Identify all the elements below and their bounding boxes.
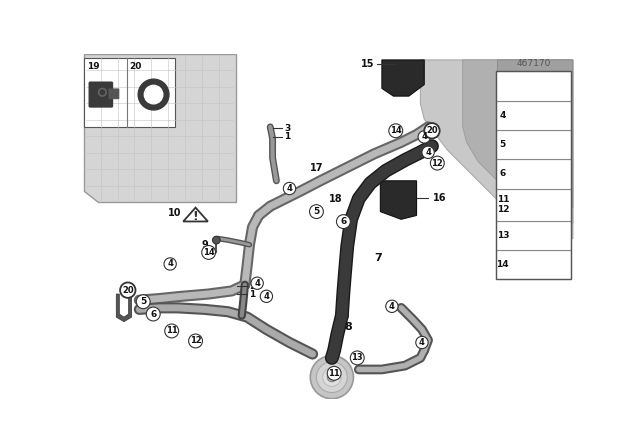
- Circle shape: [418, 131, 431, 143]
- Circle shape: [251, 277, 263, 289]
- Circle shape: [416, 336, 428, 349]
- Text: 3: 3: [284, 124, 291, 133]
- Text: 4: 4: [254, 279, 260, 288]
- Text: 4: 4: [500, 111, 506, 120]
- Polygon shape: [382, 60, 424, 96]
- Text: 4: 4: [389, 302, 395, 311]
- FancyBboxPatch shape: [109, 88, 119, 99]
- Bar: [496, 221, 572, 250]
- Text: 20: 20: [130, 62, 142, 71]
- Polygon shape: [420, 60, 573, 238]
- Circle shape: [147, 307, 160, 321]
- Circle shape: [350, 351, 364, 365]
- Text: 4: 4: [421, 133, 427, 142]
- Text: 9: 9: [202, 240, 209, 250]
- Circle shape: [120, 282, 136, 298]
- Circle shape: [422, 146, 435, 159]
- Text: 4: 4: [419, 338, 425, 347]
- Circle shape: [99, 88, 106, 96]
- Circle shape: [100, 90, 105, 95]
- Circle shape: [136, 295, 150, 309]
- Text: 14: 14: [497, 260, 509, 269]
- Circle shape: [337, 215, 350, 228]
- Circle shape: [389, 124, 403, 138]
- Text: 20: 20: [426, 126, 438, 135]
- Text: 6: 6: [340, 217, 346, 226]
- Circle shape: [145, 85, 163, 104]
- Text: 4: 4: [425, 148, 431, 157]
- Bar: [496, 159, 572, 189]
- Circle shape: [323, 368, 341, 386]
- Circle shape: [310, 356, 353, 399]
- Text: 4: 4: [287, 184, 292, 193]
- Polygon shape: [463, 60, 573, 223]
- Polygon shape: [380, 181, 417, 220]
- Circle shape: [386, 300, 398, 313]
- Text: 10: 10: [168, 208, 182, 218]
- Circle shape: [260, 290, 273, 302]
- Circle shape: [212, 236, 220, 244]
- Bar: [496, 72, 572, 101]
- Text: 1: 1: [284, 133, 291, 142]
- Bar: [496, 250, 572, 280]
- Text: 14: 14: [203, 248, 214, 257]
- Text: 7: 7: [374, 253, 382, 263]
- Circle shape: [189, 334, 202, 348]
- Circle shape: [424, 123, 440, 138]
- Text: 13: 13: [351, 353, 363, 362]
- Text: 12: 12: [189, 336, 202, 345]
- Circle shape: [327, 366, 341, 380]
- Text: 6: 6: [150, 310, 156, 319]
- Text: 19: 19: [87, 62, 100, 71]
- Bar: [496, 130, 572, 159]
- Text: 8: 8: [344, 322, 352, 332]
- Circle shape: [164, 258, 176, 270]
- Text: 2: 2: [250, 282, 256, 291]
- Bar: [84, 58, 175, 127]
- Text: 20: 20: [122, 286, 134, 295]
- Text: 5: 5: [140, 297, 147, 306]
- Bar: [496, 101, 572, 130]
- Text: 11: 11: [328, 369, 340, 378]
- Text: 17: 17: [310, 163, 323, 173]
- Circle shape: [138, 79, 169, 110]
- Polygon shape: [84, 54, 236, 202]
- Text: 14: 14: [390, 126, 402, 135]
- Circle shape: [327, 373, 337, 382]
- Text: 5: 5: [500, 140, 506, 149]
- Polygon shape: [497, 60, 573, 208]
- Circle shape: [431, 156, 444, 170]
- Bar: [496, 189, 572, 221]
- Circle shape: [164, 324, 179, 338]
- Text: 15: 15: [360, 59, 374, 69]
- Circle shape: [202, 246, 216, 259]
- FancyBboxPatch shape: [88, 82, 113, 108]
- Text: 6: 6: [500, 169, 506, 178]
- Text: 5: 5: [314, 207, 319, 216]
- Text: 11: 11: [166, 327, 177, 336]
- Text: 18: 18: [329, 194, 342, 203]
- Text: 11
12: 11 12: [497, 195, 509, 215]
- Text: 4: 4: [264, 292, 269, 301]
- Text: 1: 1: [250, 289, 256, 298]
- Circle shape: [310, 205, 323, 219]
- Bar: [496, 72, 572, 280]
- Text: 4: 4: [167, 259, 173, 268]
- Circle shape: [316, 362, 348, 392]
- Text: !: !: [193, 210, 198, 223]
- Text: 13: 13: [497, 231, 509, 240]
- Text: 16: 16: [433, 193, 446, 203]
- Text: 12: 12: [431, 159, 444, 168]
- Text: 467170: 467170: [516, 59, 551, 68]
- Circle shape: [284, 182, 296, 195]
- Polygon shape: [183, 207, 208, 221]
- Polygon shape: [116, 294, 132, 322]
